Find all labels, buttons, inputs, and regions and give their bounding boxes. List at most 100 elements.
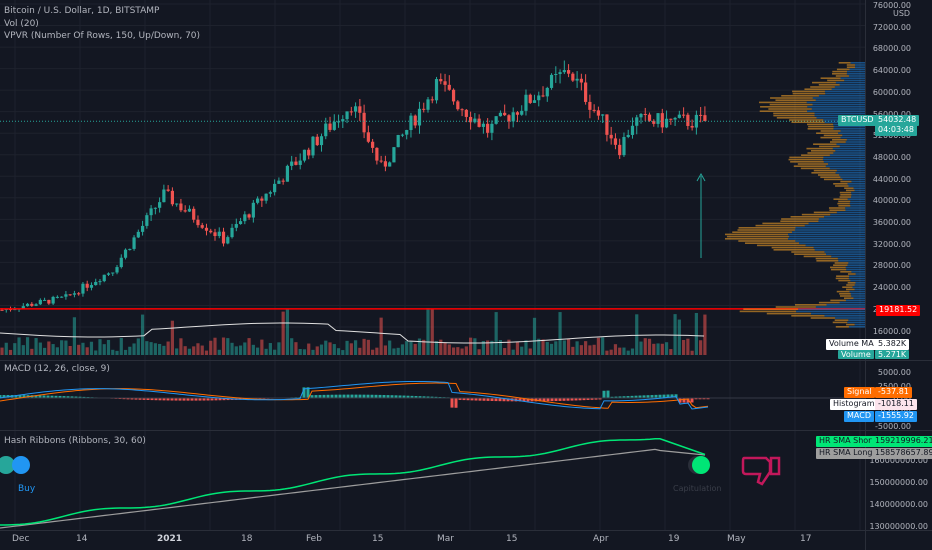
vpvr-row-up [845,141,865,143]
vpvr-row-up [840,136,865,139]
volume-bar [537,338,541,355]
macd-hist-bar [218,398,222,401]
candle-body [38,299,42,305]
level-tag: 19181.52 [876,305,921,316]
volume-bar [145,341,149,355]
macd-hist-bar [662,394,666,399]
candle-body [98,281,102,283]
candle-body [699,114,703,116]
candle-body [439,79,443,82]
candle-body [277,180,281,184]
vpvr-row-down [811,172,836,174]
macd-line-label: MACD [844,411,874,422]
symbol-title[interactable]: Bitcoin / U.S. Dollar, 1D, BITSTAMP [4,6,160,16]
volume-bar [699,340,703,355]
vpvr-row-down [837,202,850,205]
vpvr-row-up [813,246,865,249]
volume-bar [21,345,25,355]
volume-bar [494,312,498,355]
vpvr-row-up [835,172,865,174]
vpvr-row-up [854,64,865,66]
volume-bar [677,319,681,355]
volume-bar [349,343,353,355]
time-tick: Apr [593,534,609,544]
candle-body [371,141,375,148]
vpvr-row-up [806,101,865,104]
vpvr-row-up [840,176,865,178]
candle-body [456,101,460,110]
volume-bar [298,348,302,355]
volume-bar [622,347,626,355]
candle-body [290,161,294,166]
vpvr-row-up [829,154,865,156]
vpvr-row-down [806,147,833,150]
vpvr-row-up [851,180,865,183]
macd-hist-bar [554,398,558,402]
vpvr-row-down [773,114,815,117]
volume-bar [217,349,221,355]
volume-bar [430,309,434,355]
vpvr-row-down [739,310,797,313]
vpvr-row-up [807,106,865,108]
vpvr-indicator-label[interactable]: VPVR (Number Of Rows, 150, Up/Down, 70) [4,31,201,41]
volume-bar [273,349,277,355]
macd-title[interactable]: MACD (12, 26, close, 9) [4,364,110,374]
vpvr-row-down [818,84,840,86]
macd-hist-bar [122,398,126,400]
candle-body [545,87,549,97]
panel-separator-macd[interactable] [0,360,932,361]
macd-hist-bar [334,394,338,399]
volume-bar [447,344,451,355]
candle-body [47,299,51,304]
vpvr-row-up [807,110,865,112]
candle-body [388,162,392,167]
volume-bar [72,317,77,355]
vpvr-row-down [839,295,852,297]
macd-hist-bar [498,398,502,402]
vpvr-row-up [835,81,865,84]
vpvr-row-down [792,90,825,93]
vpvr-row-up [851,194,865,196]
macd-hist-bar [130,398,134,400]
candle-body [111,272,115,274]
vpvr-row-down [773,249,815,251]
macd-hist-bar [302,387,306,399]
macd-hist-bar [402,395,406,399]
volume-bar [311,349,315,355]
volume-bar [251,344,255,355]
volume-bar [690,350,694,355]
macd-hist-bar [514,398,518,402]
vol-indicator-label[interactable]: Vol (20) [4,19,39,29]
volume-bar [417,338,422,355]
vpvr-row-down [762,222,809,225]
macd-hist-bar [574,398,578,401]
volume-bar [55,347,59,355]
time-tick: Feb [306,534,322,544]
vpvr-row-up [830,213,865,216]
candle-body [400,134,405,136]
vpvr-row-up [853,187,865,189]
hash-axis[interactable]: 160000000.00 150000000.00 140000000.00 1300… [865,430,932,531]
price-tag-symbol: BTCUSD [838,115,877,126]
vpvr-row-down [795,304,827,306]
vpvr-row-down [833,264,848,266]
hash-title[interactable]: Hash Ribbons (Ribbons, 30, 60) [4,436,146,446]
volume-bar [89,341,94,355]
volume-bar [562,340,566,355]
panel-separator-hash[interactable] [0,430,932,431]
volume-bar [686,338,690,355]
candle-body [226,237,230,244]
candle-body [349,111,353,113]
macd-hist-bar [654,394,658,399]
vpvr-row-down [844,187,854,189]
vpvr-row-down [835,277,849,280]
macd-hist-bar [666,394,670,399]
vpvr-row-up [848,319,865,321]
vpvr-row-down [820,176,841,178]
vpvr-row-up [833,125,865,128]
price-tick: 72000.00 [872,22,911,32]
macd-hist-bar [670,394,674,399]
candle-body [703,115,707,122]
candle-body [145,215,149,226]
